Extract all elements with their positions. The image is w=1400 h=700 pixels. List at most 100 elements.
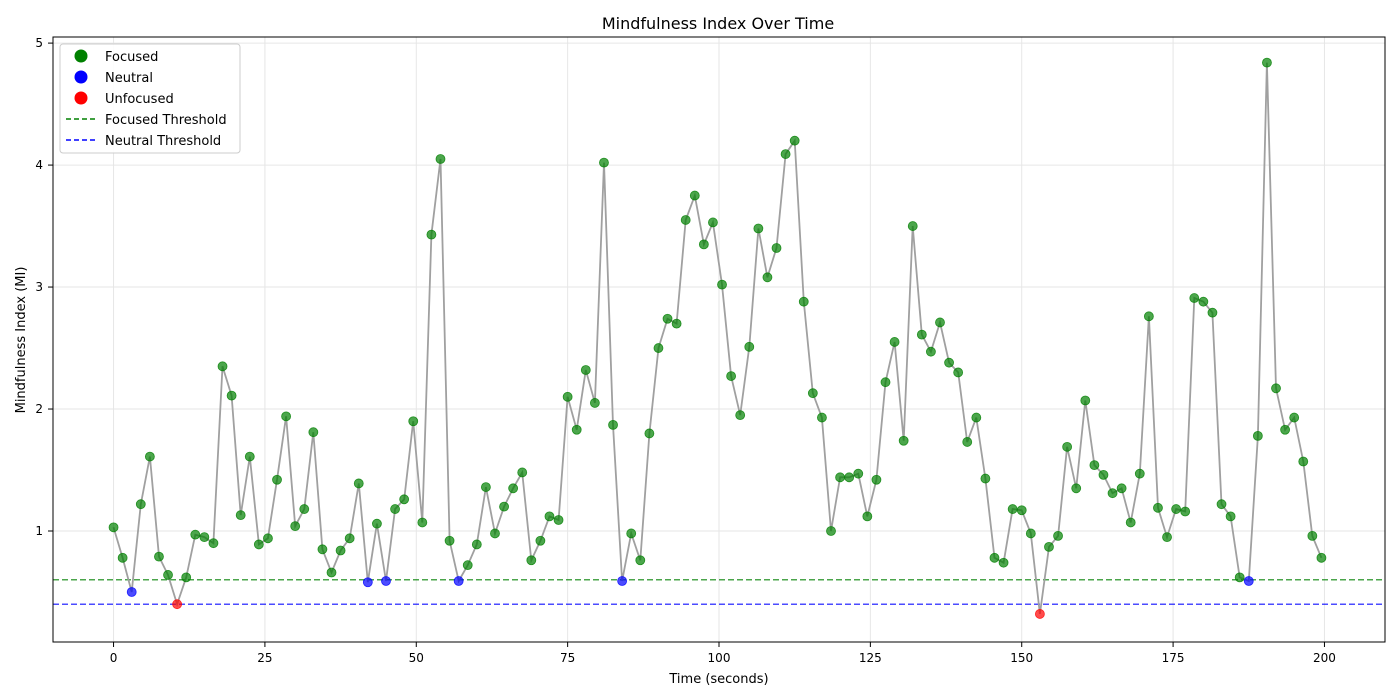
x-tick-label: 200 [1313, 651, 1336, 665]
data-point [1143, 311, 1154, 322]
data-point [126, 587, 137, 597]
data-point [735, 410, 746, 421]
data-point [1162, 532, 1172, 543]
data-point [453, 576, 464, 586]
x-tick-label: 75 [560, 651, 575, 665]
data-point [744, 341, 755, 352]
data-point [916, 329, 927, 340]
legend-label: Neutral [105, 71, 153, 86]
data-point [807, 388, 818, 399]
data-point [253, 539, 264, 550]
data-point [517, 467, 528, 478]
data-point [444, 535, 455, 546]
data-point [798, 296, 809, 307]
data-point [553, 515, 564, 525]
y-tick-label: 5 [35, 36, 43, 50]
data-point [344, 533, 355, 544]
data-point [1252, 430, 1263, 441]
data-point [998, 557, 1009, 568]
data-point [272, 474, 282, 485]
legend-label: Neutral Threshold [105, 134, 221, 149]
legend-label: Unfocused [105, 92, 174, 107]
x-tick-label: 50 [409, 651, 424, 665]
data-point [144, 451, 155, 462]
data-point [980, 473, 991, 484]
data-point [490, 528, 500, 539]
x-axis-label: Time (seconds) [668, 672, 768, 687]
grid [53, 37, 1385, 642]
data-point [953, 367, 964, 378]
data-point [1044, 541, 1054, 552]
data-point [244, 451, 255, 462]
data-point [172, 599, 183, 610]
legend-marker-neutral [74, 70, 88, 84]
data-point [907, 221, 918, 231]
data-point [1153, 502, 1163, 513]
y-tick-label: 3 [35, 280, 43, 294]
data-point [1262, 57, 1272, 68]
y-axis-ticks: 1 2 3 4 5 [35, 36, 53, 538]
data-point [235, 510, 246, 521]
data-point [435, 154, 446, 164]
chart-title: Mindfulness Index Over Time [602, 14, 834, 33]
data-point [226, 390, 237, 401]
data-point [1171, 504, 1182, 514]
legend-box [59, 43, 241, 154]
data-point [399, 494, 410, 505]
data-point [1271, 383, 1281, 394]
data-point [1089, 460, 1100, 471]
data-point [1298, 456, 1309, 467]
data-point [1307, 530, 1318, 541]
data-point [117, 552, 128, 563]
data-point [889, 337, 900, 347]
data-point [471, 539, 482, 550]
data-point [417, 517, 428, 528]
data-point [480, 482, 491, 492]
data-point [1316, 552, 1327, 563]
data-point [308, 427, 319, 438]
data-point [508, 483, 519, 494]
data-point [599, 157, 609, 168]
data-point [390, 504, 400, 514]
data-point [853, 468, 864, 479]
x-tick-label: 100 [708, 651, 731, 665]
data-point [1189, 293, 1200, 303]
data-point [1280, 424, 1290, 435]
data-point [1107, 488, 1118, 499]
data-point [644, 428, 655, 439]
data-point [426, 229, 437, 240]
data-point [353, 478, 364, 489]
legend-label: Focused Threshold [105, 113, 227, 128]
data-point [281, 411, 292, 422]
data-point [208, 538, 219, 549]
data-point [944, 357, 954, 368]
data-point [1016, 505, 1027, 516]
data-point [935, 317, 945, 328]
data-point [1034, 609, 1045, 619]
data-point [154, 551, 164, 562]
data-point [689, 190, 700, 201]
data-point [1198, 296, 1209, 307]
data-point [926, 346, 936, 357]
x-tick-label: 150 [1010, 651, 1033, 665]
data-point [580, 365, 591, 375]
data-point [871, 474, 882, 485]
x-axis-ticks: 0 25 50 75 100 125 150 175 200 [110, 642, 1336, 665]
y-tick-label: 4 [35, 158, 43, 172]
data-point [880, 377, 891, 388]
data-point [1080, 395, 1091, 406]
data-point [626, 528, 637, 539]
data-point [671, 318, 682, 329]
data-point [1125, 517, 1136, 528]
data-point [826, 526, 836, 536]
data-point [317, 544, 328, 555]
data-point [771, 243, 782, 253]
data-point [708, 217, 718, 228]
data-point [135, 499, 146, 510]
data-point [326, 567, 337, 578]
legend: Focused Neutral Unfocused Focused Threshold… [59, 43, 241, 154]
data-point [789, 135, 800, 146]
data-point [1116, 483, 1127, 494]
x-tick-label: 0 [110, 651, 118, 665]
data-point [372, 518, 382, 529]
